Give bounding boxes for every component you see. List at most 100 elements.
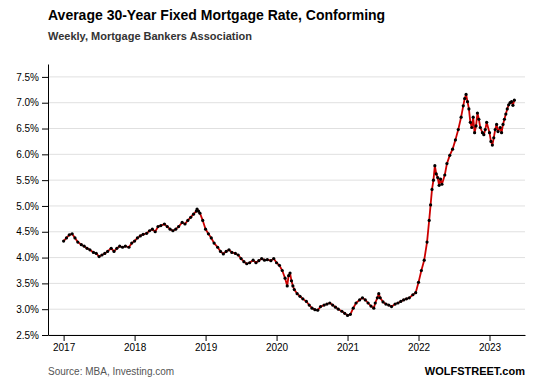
point	[71, 232, 74, 235]
chart: Average 30-Year Fixed Mortgage Rate, Con…	[0, 0, 543, 385]
y-tick-label: 4.5%	[16, 226, 39, 237]
point	[139, 234, 142, 237]
point	[411, 293, 414, 296]
point	[463, 97, 466, 100]
point	[115, 247, 118, 250]
point	[148, 229, 151, 232]
point	[501, 123, 504, 126]
point	[227, 248, 230, 251]
y-tick-mark	[42, 309, 48, 310]
grid-line	[48, 335, 525, 336]
y-tick-mark	[42, 335, 48, 336]
point	[212, 242, 215, 245]
point	[358, 298, 361, 301]
y-tick-label: 3.0%	[16, 304, 39, 315]
grid-line	[48, 128, 525, 129]
point	[278, 264, 281, 267]
point	[156, 225, 159, 228]
y-tick-label: 2.5%	[16, 330, 39, 341]
point	[377, 292, 380, 295]
point	[189, 216, 192, 219]
point	[186, 219, 189, 222]
point	[222, 252, 225, 255]
point	[352, 307, 355, 310]
point	[145, 232, 148, 235]
point	[192, 213, 195, 216]
point	[445, 162, 448, 165]
point	[408, 296, 411, 299]
point	[477, 118, 480, 121]
grid-line	[48, 76, 525, 77]
point	[106, 250, 109, 253]
x-tick-mark	[419, 335, 420, 341]
point	[171, 229, 174, 232]
point	[266, 258, 269, 261]
point	[80, 243, 83, 246]
y-tick-mark	[42, 180, 48, 181]
point	[198, 212, 201, 215]
point	[252, 259, 255, 262]
point	[257, 259, 260, 262]
point	[234, 252, 237, 255]
point	[488, 131, 491, 134]
point	[181, 221, 184, 224]
point	[237, 253, 240, 256]
y-tick-label: 4.0%	[16, 252, 39, 263]
x-tick-mark	[206, 335, 207, 341]
y-tick-label: 7.0%	[16, 97, 39, 108]
x-tick: 2021	[337, 335, 360, 353]
point	[110, 247, 113, 250]
y-tick-mark	[42, 103, 48, 104]
point	[494, 128, 497, 131]
point	[83, 245, 86, 248]
title: Average 30-Year Fixed Mortgage Rate, Con…	[48, 7, 385, 23]
point	[65, 236, 68, 239]
point	[269, 259, 272, 262]
point	[496, 130, 499, 133]
point	[457, 128, 460, 131]
point	[118, 245, 121, 248]
point	[399, 300, 402, 303]
point	[281, 269, 284, 272]
point	[136, 236, 139, 239]
point	[85, 247, 88, 250]
point	[163, 222, 166, 225]
point	[440, 183, 443, 186]
y-tick-label: 5.5%	[16, 175, 39, 186]
y-tick: 3.5%	[16, 278, 48, 289]
x-tick-mark	[348, 335, 349, 341]
x-tick-label: 2023	[479, 342, 502, 353]
point	[414, 291, 417, 294]
point	[479, 126, 482, 129]
y-tick: 7.5%	[16, 72, 48, 83]
point	[473, 131, 476, 134]
point	[379, 296, 382, 299]
point	[343, 312, 346, 315]
point	[98, 255, 101, 258]
point	[142, 233, 145, 236]
point	[328, 301, 331, 304]
y-tick-mark	[42, 77, 48, 78]
y-tick-mark	[42, 232, 48, 233]
y-tick: 7.0%	[16, 97, 48, 108]
point	[430, 188, 433, 191]
point	[464, 93, 467, 96]
x-tick-label: 2020	[266, 342, 289, 353]
point	[346, 314, 349, 317]
point	[367, 301, 370, 304]
point	[340, 310, 343, 313]
y-tick-label: 7.5%	[16, 72, 39, 83]
point	[485, 121, 488, 124]
point	[500, 131, 503, 134]
point	[127, 246, 130, 249]
point	[133, 239, 136, 242]
grid-line	[48, 102, 525, 103]
point	[376, 296, 379, 299]
point	[472, 116, 475, 119]
point	[293, 288, 296, 291]
point	[417, 281, 420, 284]
point	[248, 261, 251, 264]
point	[448, 154, 451, 157]
line	[64, 94, 515, 315]
subtitle: Weekly, Mortgage Bankers Association	[48, 30, 252, 42]
